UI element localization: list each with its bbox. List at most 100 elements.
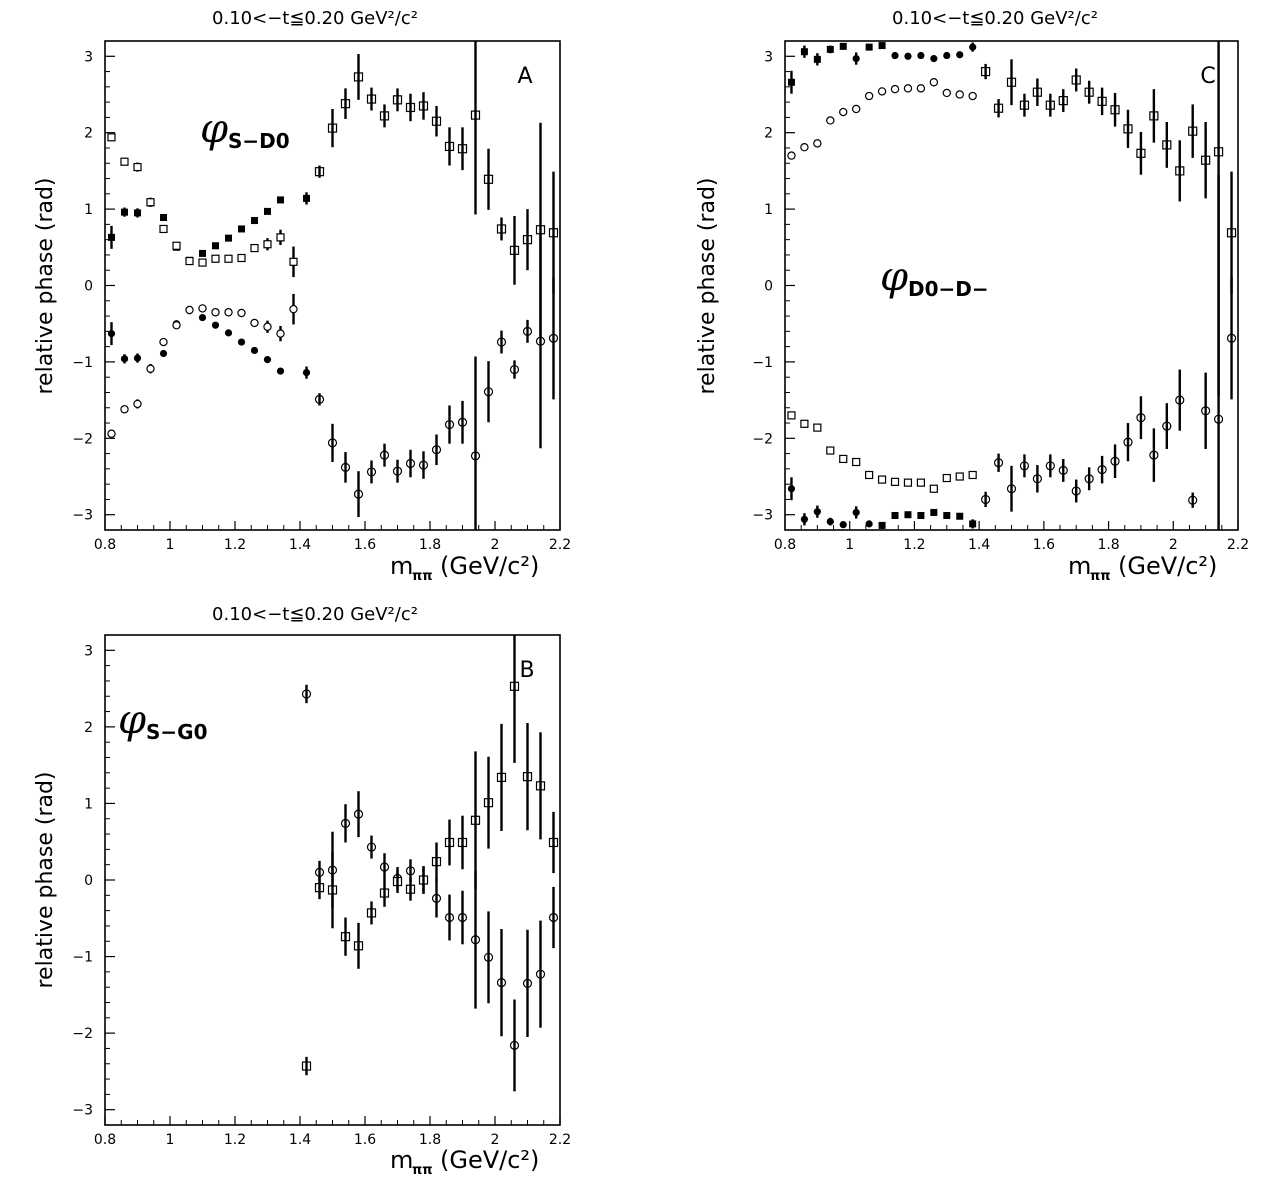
- panel-a-point: [263, 356, 272, 364]
- panel-c-series-0: [787, 42, 886, 94]
- panel-a-point: [211, 321, 220, 329]
- panel-c-x-tick-label: 2.2: [1227, 537, 1249, 553]
- panel-b-series-0: [301, 684, 559, 1092]
- panel-c-series-1: [852, 42, 977, 65]
- panel-a-point: [224, 329, 233, 337]
- panel-c-point: [826, 446, 835, 455]
- panel-a-point: [198, 313, 207, 322]
- panel-b-y-tick-label: −1: [72, 950, 93, 966]
- panel-b: 0.10<−t≦0.20 GeV²/c² relative phase (rad…: [33, 604, 571, 1178]
- panel-a-point: [120, 405, 129, 414]
- panel-a-point: [159, 349, 168, 358]
- panel-c-x-label-main: m: [1068, 552, 1091, 580]
- panel-a-point: [120, 355, 129, 363]
- panel-c-point: [969, 43, 977, 51]
- panel-a: 0.10<−t≦0.20 GeV²/c² relative phase (rad…: [33, 8, 571, 584]
- panel-b-x-tick-label: 0.8: [94, 1132, 116, 1148]
- panel-c-point: [826, 116, 835, 125]
- panel-a-y-tick-label: −3: [72, 508, 93, 524]
- panel-a-point: [107, 133, 116, 142]
- panel-a-x-label-sub: ππ: [412, 569, 433, 584]
- panel-a-point: [251, 217, 258, 225]
- panel-a-point: [250, 318, 259, 328]
- panel-a-point: [160, 213, 167, 221]
- panel-b-x-tick-label: 1.8: [419, 1132, 441, 1148]
- panel-c: 0.10<−t≦0.20 GeV²/c² relative phase (rad…: [695, 8, 1249, 584]
- panel-c-series-3: [878, 508, 977, 529]
- panel-c-plot-frame: [784, 40, 1239, 531]
- panel-c-point: [956, 512, 964, 520]
- panel-b-y-tick-label: 1: [84, 796, 93, 812]
- panel-b-x-label-unit: (GeV/c²): [440, 1146, 539, 1174]
- panel-b-x-tick-label: 1.2: [224, 1132, 246, 1148]
- panel-a-point: [289, 304, 298, 314]
- panel-a-point: [289, 257, 298, 266]
- panel-c-annotation-sub: D0−D−: [908, 277, 989, 301]
- panel-a-point: [172, 241, 181, 250]
- panel-c-point: [787, 411, 796, 420]
- panel-a-x-label-unit: (GeV/c²): [440, 552, 539, 580]
- panel-a-y-tick-label: 1: [84, 202, 93, 218]
- panel-c-point: [943, 511, 951, 519]
- panel-a-point: [212, 242, 219, 250]
- panel-c-point: [787, 485, 796, 493]
- panel-c-series-7: [981, 174, 1237, 530]
- panel-a-point: [264, 207, 271, 215]
- panel-c-point: [826, 517, 834, 526]
- panel-b-letter: B: [519, 658, 534, 683]
- panel-c-point: [839, 107, 848, 117]
- panel-c-point: [916, 84, 926, 93]
- panel-c-y-axis-label: relative phase (rad): [695, 177, 720, 394]
- panel-a-letter: A: [517, 64, 532, 89]
- panel-b-x-tick-label: 1.6: [354, 1132, 376, 1148]
- panel-c-point: [813, 508, 821, 516]
- panel-a-data-points: [107, 41, 559, 530]
- panel-c-point: [865, 470, 874, 480]
- panel-c-point: [878, 42, 886, 50]
- panel-a-point: [107, 429, 116, 438]
- panel-a-y-tick-label: 3: [84, 49, 93, 65]
- panel-c-x-tick-label: 0.8: [774, 537, 796, 553]
- panel-a-series-1: [107, 307, 311, 379]
- panel-a-x-label-main: m: [390, 552, 413, 580]
- panel-c-point: [890, 84, 900, 94]
- panel-a-series-0: [108, 192, 310, 264]
- panel-c-y-tick-label: −3: [752, 508, 773, 524]
- panel-a-point: [250, 346, 259, 355]
- panel-c-title: 0.10<−t≦0.20 GeV²/c²: [892, 8, 1098, 29]
- panel-a-annotation-symbol: φ: [200, 106, 228, 152]
- panel-c-point: [826, 45, 834, 53]
- panel-a-series-4: [314, 41, 559, 337]
- panel-a-point: [224, 308, 233, 317]
- panel-c-data-points: [787, 41, 1237, 530]
- panel-c-x-label-unit: (GeV/c²): [1118, 552, 1217, 580]
- panel-c-point: [942, 88, 951, 98]
- panel-a-point: [159, 224, 168, 234]
- panel-c-point: [865, 520, 873, 528]
- panel-a-x-tick-label: 1.4: [289, 537, 311, 553]
- panel-a-point: [211, 308, 220, 317]
- panel-a-point: [276, 367, 285, 375]
- panel-b-y-tick-label: 3: [84, 643, 93, 659]
- panel-c-x-tick-label: 1.8: [1097, 537, 1119, 553]
- panel-a-point: [108, 233, 115, 241]
- panel-a-point: [134, 209, 141, 217]
- panel-c-point: [929, 78, 939, 87]
- panel-c-point: [813, 139, 822, 148]
- panel-a-x-tick-label: 2.2: [549, 537, 571, 553]
- panel-a-point: [198, 304, 207, 313]
- panel-c-point: [851, 104, 861, 114]
- panel-c-point: [800, 515, 809, 523]
- panel-a-point: [199, 249, 206, 257]
- panel-b-series-1: [301, 635, 559, 1076]
- panel-a-point: [225, 234, 232, 242]
- panel-a-title: 0.10<−t≦0.20 GeV²/c²: [212, 8, 418, 29]
- panel-a-point: [172, 321, 181, 330]
- panel-a-y-tick-label: −1: [72, 355, 93, 371]
- panel-c-x-tick-label: 1: [845, 537, 854, 553]
- panel-c-point: [800, 419, 809, 428]
- panel-a-point: [133, 399, 142, 409]
- panel-c-x-tick-label: 1.4: [968, 537, 990, 553]
- panel-c-point: [956, 51, 964, 59]
